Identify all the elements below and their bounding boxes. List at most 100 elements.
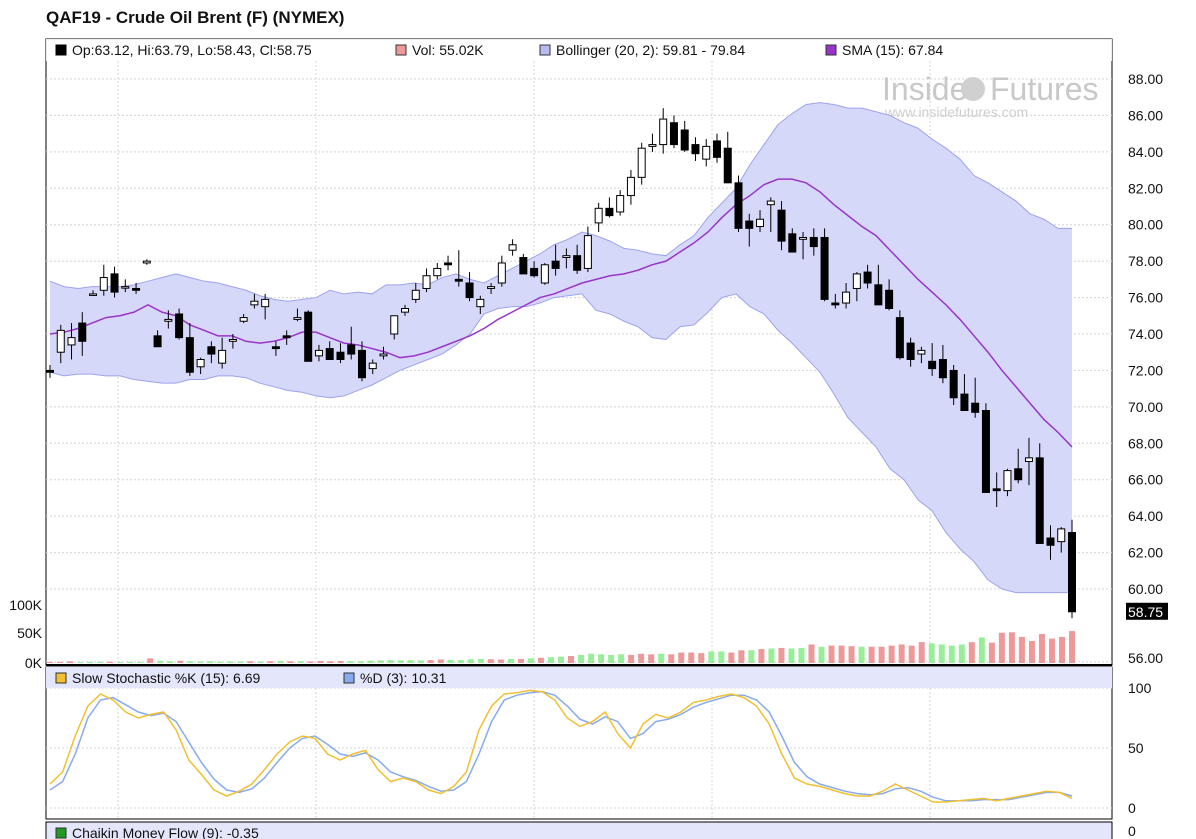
y-tick-label: 80.00	[1128, 217, 1163, 233]
volume-bar	[868, 646, 875, 663]
volume-bar	[317, 660, 324, 663]
candle-body	[831, 302, 840, 306]
candle-body	[1024, 457, 1033, 463]
legend-stoch-k: Slow Stochastic %K (15): 6.69	[72, 670, 261, 686]
volume-bar	[477, 658, 484, 663]
stoch-tick-label: 0	[1128, 800, 1136, 816]
volume-bar	[197, 661, 204, 663]
volume-bar	[287, 661, 294, 663]
stoch-panel	[45, 666, 1113, 820]
volume-bar	[968, 642, 975, 663]
volume-bar	[367, 660, 374, 663]
candle-body	[562, 255, 571, 259]
candle-body	[659, 118, 668, 146]
volume-bar	[978, 637, 985, 663]
candle-body	[142, 260, 151, 264]
volume-bar	[497, 659, 504, 663]
y-tick-label: 56.00	[1128, 650, 1163, 666]
y-tick-label: 82.00	[1128, 180, 1163, 196]
candle-body	[981, 410, 990, 493]
candle-body	[594, 207, 603, 224]
candle-body	[723, 147, 732, 184]
volume-bar	[708, 651, 715, 663]
volume-bar	[157, 660, 164, 663]
candle-body	[874, 284, 883, 306]
volume-bar	[437, 659, 444, 663]
volume-bar	[67, 661, 74, 663]
candle-body	[637, 147, 646, 178]
y-tick-label: 74.00	[1128, 326, 1163, 342]
volume-bar	[858, 646, 865, 663]
candle-body	[756, 218, 765, 228]
volume-bar	[227, 661, 234, 663]
y-tick-label: 72.00	[1128, 362, 1163, 378]
volume-bar	[147, 658, 154, 663]
volume-bar	[347, 661, 354, 663]
volume-bar	[1028, 640, 1035, 663]
candle-body	[357, 349, 366, 379]
candle-body	[1068, 532, 1076, 613]
candle-body	[497, 262, 506, 284]
volume-bar	[467, 659, 474, 663]
watermark-left: Inside	[882, 71, 967, 107]
legend-stoch-d: %D (3): 10.31	[360, 670, 447, 686]
volume-bar	[277, 660, 284, 663]
volume-bar	[918, 642, 925, 663]
volume-bar	[778, 647, 785, 663]
volume-bar	[297, 661, 304, 663]
candle-body	[390, 315, 399, 335]
candle-body	[551, 260, 560, 269]
candle-body	[573, 255, 582, 271]
volume-bar	[908, 645, 915, 663]
volume-bar	[928, 643, 935, 663]
y-tick-label: 88.00	[1128, 71, 1163, 87]
volume-bar	[668, 654, 675, 663]
legend-cmf: Chaikin Money Flow (9): -0.35	[72, 825, 259, 839]
candle-body	[626, 176, 635, 197]
candle-body	[89, 293, 98, 296]
watermark-right: Futures	[990, 71, 1098, 107]
candle-body	[669, 122, 678, 146]
candle-body	[67, 337, 76, 346]
legend-swatch-volume	[395, 44, 407, 56]
volume-bar	[698, 653, 705, 663]
candle-body	[261, 298, 270, 308]
volume-bar	[748, 650, 755, 663]
candle-body	[734, 182, 743, 229]
legend-swatch-ohlc	[55, 44, 67, 56]
sma-line	[49, 178, 1073, 448]
volume-bar	[888, 645, 895, 663]
candle-body	[368, 362, 377, 370]
candle-body	[530, 267, 539, 277]
candle-body	[228, 338, 237, 342]
volume-bar	[808, 644, 815, 663]
candlesticks	[46, 108, 1076, 619]
volume-bar	[397, 660, 404, 663]
volume-bar	[798, 647, 805, 663]
volume-bar	[648, 654, 655, 663]
volume-bar	[938, 644, 945, 663]
volume-bar	[167, 661, 174, 663]
candle-body	[1014, 468, 1023, 481]
volume-bar	[1008, 632, 1015, 663]
candle-body	[271, 346, 280, 350]
candle-body	[347, 344, 356, 355]
volume-bar	[107, 661, 114, 663]
y-tick-label: 70.00	[1128, 399, 1163, 415]
volume-bar	[558, 656, 564, 663]
volume-bar	[517, 658, 524, 663]
volume-bar	[1058, 636, 1065, 663]
candle-body	[583, 235, 592, 269]
candle-body	[605, 207, 614, 217]
volume-bar	[267, 661, 274, 663]
volume-bar	[87, 661, 94, 663]
candle-body	[691, 144, 700, 155]
candle-body	[185, 337, 194, 373]
y-tick-label: 86.00	[1128, 107, 1163, 123]
volume-bar	[608, 654, 615, 663]
candle-body	[250, 300, 259, 306]
candle-body	[809, 236, 818, 248]
chart-title: QAF19 - Crude Oil Brent (F) (NYMEX)	[46, 8, 345, 27]
candle-body	[476, 298, 485, 308]
candle-body	[852, 273, 861, 289]
